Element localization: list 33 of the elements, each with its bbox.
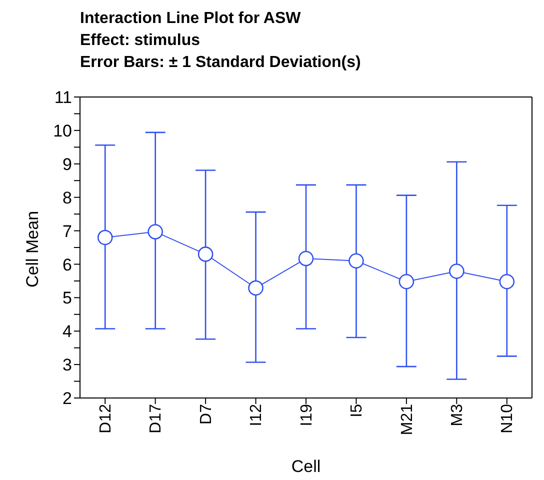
y-tick-label: 11 [54, 88, 72, 108]
point [148, 224, 163, 240]
y-tick-label: 9 [62, 154, 72, 174]
point [97, 230, 113, 246]
point [298, 250, 314, 266]
y-axis-title: Cell Mean [23, 210, 42, 288]
x-tick-label: D7 [198, 404, 215, 424]
x-tick-label: I19 [298, 404, 316, 426]
point [449, 264, 464, 279]
text: Error Bars: ± 1 Standard Deviation(s) [80, 53, 361, 73]
y-tick-label: 6 [62, 255, 72, 274]
x-tick-label: I12 [248, 404, 266, 426]
chart-title: Interaction Line Plot for ASW [80, 9, 302, 29]
y-tick-label: 4 [62, 322, 72, 342]
point [348, 253, 364, 269]
y-tick-label: 3 [62, 356, 72, 375]
x-tick-label: N10 [499, 404, 516, 434]
x-tick-label: M3 [449, 404, 466, 426]
x-tick-label: I5 [348, 404, 366, 418]
point [248, 280, 264, 296]
y-tick-label: 10 [53, 121, 72, 140]
chart-subtitle: Effect: stimulus [80, 31, 202, 51]
point [198, 246, 214, 262]
y-tick-label: 7 [62, 222, 72, 241]
x-tick-label: M21 [398, 404, 416, 436]
x-tick-label: D12 [97, 404, 114, 434]
x-axis-title: Cell [291, 457, 321, 476]
y-tick-label: 5 [62, 288, 72, 308]
y-tick-label: 2 [62, 389, 72, 408]
y-tick-label: 8 [62, 188, 72, 208]
x-tick-label: D17 [148, 404, 165, 434]
point [499, 274, 515, 290]
point [398, 274, 414, 290]
